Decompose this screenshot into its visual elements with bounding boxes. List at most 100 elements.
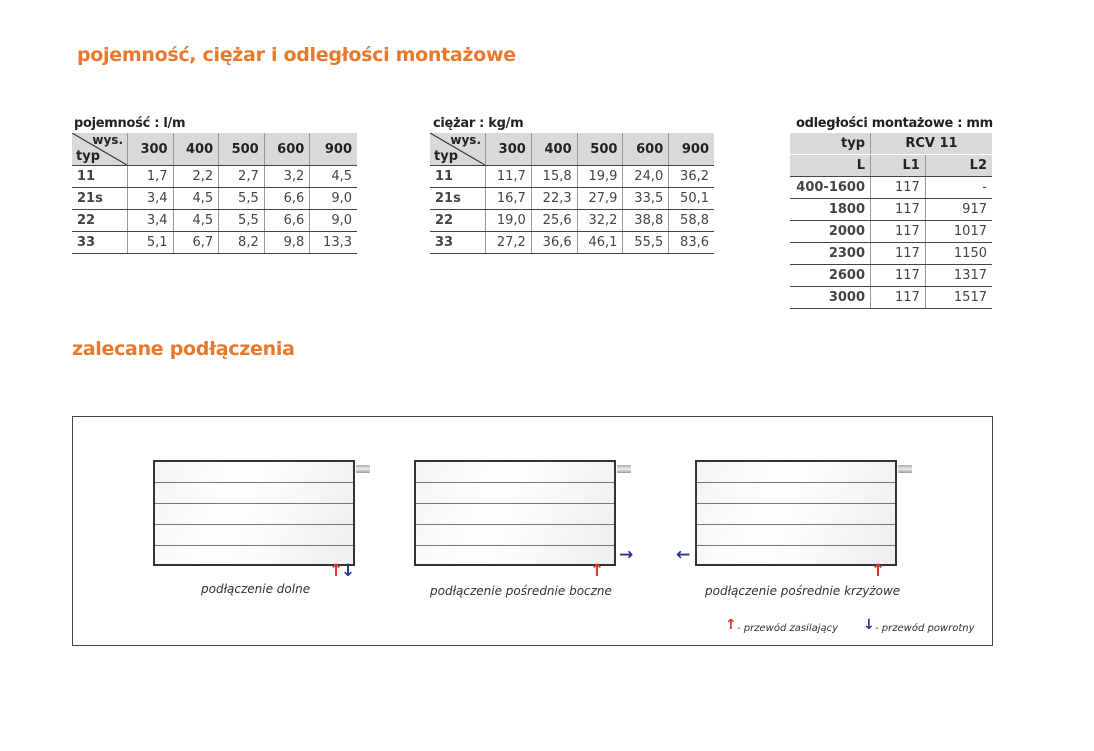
cell: 117 [870,220,926,243]
valve-icon [356,465,370,473]
cell: 22,3 [530,187,578,210]
cell: 5,1 [127,231,174,254]
table-row: 1800 117 917 [790,198,992,221]
radiator-illustration [153,460,355,566]
column-header: 500 [576,133,623,166]
cell: 5,5 [218,209,265,232]
table-row: 2000 117 1017 [790,220,992,243]
cell: 24,0 [622,165,669,188]
header-l: L [790,154,871,177]
legend-return: - przewód powrotny [875,623,975,634]
table-row: 3000 117 1517 [790,286,992,309]
radiator-illustration [414,460,616,566]
valve-icon [898,465,912,473]
row-type: 33 [72,231,128,254]
cell: 3,4 [127,209,174,232]
corner-height-label: wys. [450,133,481,147]
table-row: 21s 3,4 4,5 5,5 6,6 9,0 [72,187,357,210]
corner-type-label: typ [434,149,458,164]
cell: 6,7 [172,231,219,254]
row-type: 11 [72,165,128,188]
cell: 50,1 [668,187,714,210]
row-type: 11 [430,165,486,188]
column-header: 500 [218,133,265,166]
cell: 2,7 [218,165,265,188]
valve-icon [617,465,631,473]
cell: 38,8 [622,209,669,232]
column-header: 300 [127,133,174,166]
header-l2: L2 [924,154,992,177]
cell: 2,2 [172,165,219,188]
legend-return-icon: ↓ [863,617,875,633]
cell: 27,2 [485,231,532,254]
distances-caption: odległości montażowe : mm [796,116,993,131]
row-length: 3000 [790,286,871,309]
cell: 11,7 [485,165,532,188]
cell: 1317 [924,264,992,287]
weight-caption: ciężar : kg/m [433,116,524,131]
cell: 32,2 [576,209,623,232]
supply-arrow-icon: ↑ [329,561,344,581]
table-row: 400-1600 117- [790,176,992,199]
cell: 9,0 [309,187,357,210]
supply-arrow-icon: ↑ [871,561,886,581]
capacity-caption: pojemność : l/m [74,116,186,131]
cell: 117 [870,286,926,309]
header-typ: typ [790,133,871,155]
radiator-illustration [695,460,897,566]
supply-arrow-icon: ↑ [590,561,605,581]
corner-cell: wys. typ [72,133,128,166]
cell: 5,5 [218,187,265,210]
cell: 36,2 [668,165,714,188]
cell: 19,9 [576,165,623,188]
cell: 27,9 [576,187,623,210]
table-row: 2600 117 1317 [790,264,992,287]
cell: 13,3 [309,231,357,254]
return-arrow-icon: → [619,545,634,565]
row-length: 2300 [790,242,871,265]
row-type: 22 [72,209,128,232]
cell: 19,0 [485,209,532,232]
row-length: 2000 [790,220,871,243]
cell: 36,6 [530,231,578,254]
table-row: 11 1,7 2,2 2,7 3,2 4,5 [72,165,357,188]
cell: 1,7 [127,165,174,188]
capacity-table: wys. typ 300 400 500 600 900 11 1,7 2,2 2,7 3,2 4,5 2… [72,133,357,254]
cell: 3,4 [127,187,174,210]
row-length: 2600 [790,264,871,287]
cell: 1017 [924,220,992,243]
connections-diagram: ↑ ↓ podłączenie dolne ↑ → podłączenie po… [72,416,993,646]
cell: 83,6 [668,231,714,254]
row-type: 21s [430,187,486,210]
cell: 917 [924,198,992,221]
row-type: 21s [72,187,128,210]
connection-label: podłączenie pośrednie krzyżowe [705,584,901,598]
table-row: 2300 117 1150 [790,242,992,265]
connection-label: podłączenie dolne [201,582,311,596]
cell: 117 [870,264,926,287]
column-header: 600 [622,133,669,166]
cell: 4,5 [172,187,219,210]
distances-table: typ RCV 11 L L1 L2 400-1600 117-1800 117 917 20… [790,133,992,309]
table-row: 33 27,2 36,6 46,1 55,5 83,6 [430,231,714,254]
corner-type-label: typ [76,149,100,164]
table-row: 22 3,4 4,5 5,5 6,6 9,0 [72,209,357,232]
row-length: 400-1600 [790,176,871,199]
cell: 8,2 [218,231,265,254]
cell: 6,6 [263,187,310,210]
cell: 117 [870,198,926,221]
cell: 1150 [924,242,992,265]
column-header: 900 [668,133,714,166]
corner-cell: wys. typ [430,133,486,166]
legend-supply: - przewód zasilający [737,623,839,634]
table-header: wys. typ 300 400 500 600 900 [72,133,357,166]
table-row: 21s 16,7 22,3 27,9 33,5 50,1 [430,187,714,210]
cell: 1517 [924,286,992,309]
cell: 16,7 [485,187,532,210]
header-rcv: RCV 11 [870,133,992,155]
section-title-capacity: pojemność, ciężar i odległości montażowe [77,44,516,66]
cell: 33,5 [622,187,669,210]
corner-height-label: wys. [92,133,123,147]
table-row: 33 5,1 6,7 8,2 9,8 13,3 [72,231,357,254]
cell: - [924,176,992,199]
